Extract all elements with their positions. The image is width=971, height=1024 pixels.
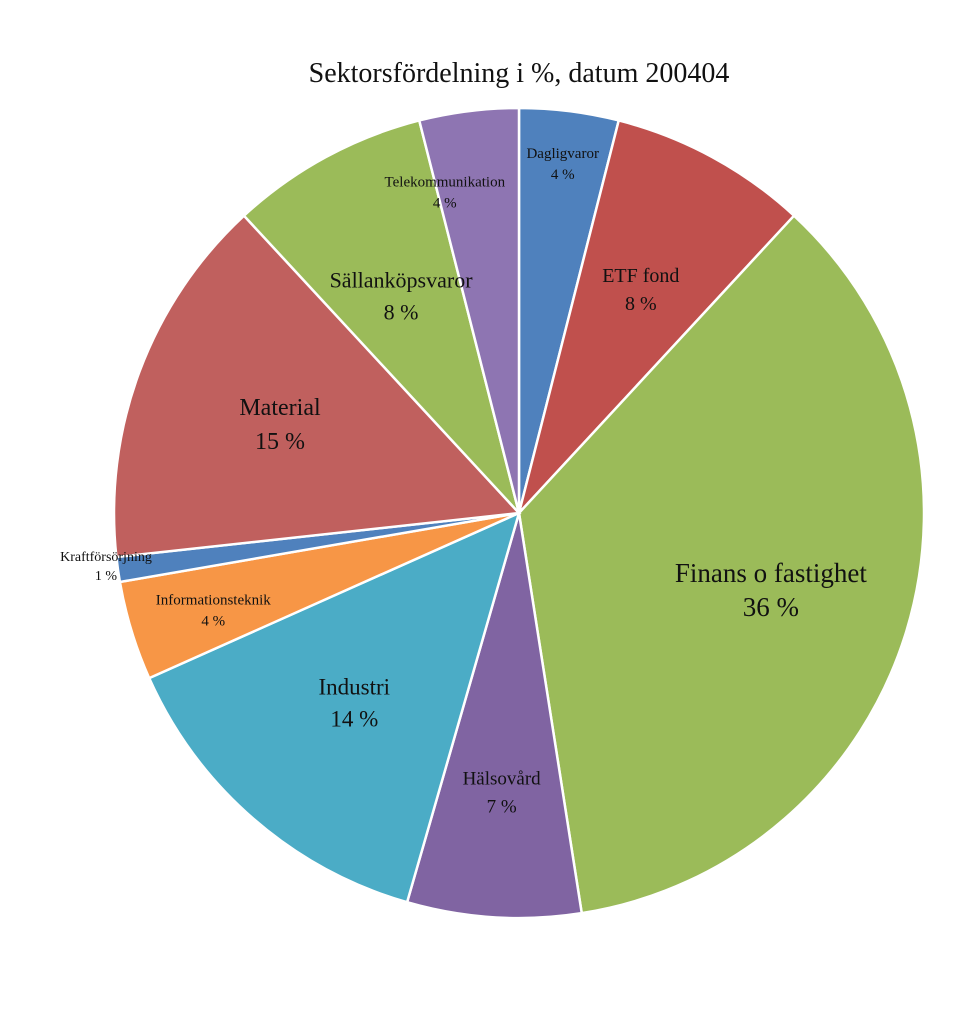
pie-slice-sallankopsvaror (242, 118, 521, 514)
slice-label-name: Material (239, 395, 321, 421)
slice-label-informationsteknik: Informationsteknik 4 % (156, 592, 271, 629)
slice-label-value: 15 % (255, 429, 305, 455)
chart-title: Sektorsfördelning i %, datum 200404 (309, 58, 730, 89)
pie-slice-material (112, 213, 522, 559)
slice-label-finans-o-fastighet: Finans o fastighet 36 % (675, 558, 867, 622)
slice-label-name: Informationsteknik (156, 592, 271, 608)
slice-label-sallankopsvaror: Sällanköpsvaror 8 % (330, 268, 474, 325)
slice-label-value: 8 % (384, 300, 419, 325)
slice-label-name: Kraftförsörjning (60, 550, 152, 565)
slice-label-value: 4 % (201, 613, 225, 629)
slice-label-value: 7 % (487, 797, 517, 818)
slice-label-telekommunikation: Telekommunikation 4 % (385, 174, 506, 211)
slice-label-name: Finans o fastighet (675, 558, 867, 588)
slice-label-etf-fond: ETF fond 8 % (602, 265, 679, 315)
pie-slice-industri (147, 510, 521, 904)
pie-slice-finans-o-fastighet (517, 213, 926, 915)
pie-slice-halsovard (405, 512, 584, 920)
slice-label-name: Sällanköpsvaror (330, 268, 474, 293)
slice-label-name: ETF fond (602, 265, 679, 287)
slice-label-dagligvaror: Dagligvaror 4 % (526, 146, 598, 183)
slice-label-value: 8 % (625, 293, 657, 315)
slice-label-value: 4 % (433, 195, 457, 211)
pie-slices (112, 106, 926, 920)
slice-label-industri: Industri 14 % (319, 675, 391, 732)
slice-label-name: Industri (319, 675, 391, 700)
pie-slice-telekommunikation (417, 106, 521, 514)
slice-label-name: Hälsovård (463, 769, 542, 790)
slice-label-name: Telekommunikation (385, 174, 506, 190)
slice-label-value: 4 % (551, 167, 575, 183)
slice-label-value: 1 % (95, 569, 118, 584)
slice-label-name: Dagligvaror (526, 146, 598, 162)
slice-label-material: Material 15 % (239, 395, 321, 455)
slice-label-halsovard: Hälsovård 7 % (463, 769, 542, 818)
slice-label-value: 14 % (330, 707, 378, 732)
pie-slice-etf-fond (517, 118, 796, 514)
slice-label-value: 36 % (743, 592, 799, 622)
slice-label-kraftforsorjning: Kraftförsörjning 1 % (60, 550, 152, 584)
pie-labels: Dagligvaror 4 % ETF fond 8 % Finans o fastig… (60, 146, 867, 817)
